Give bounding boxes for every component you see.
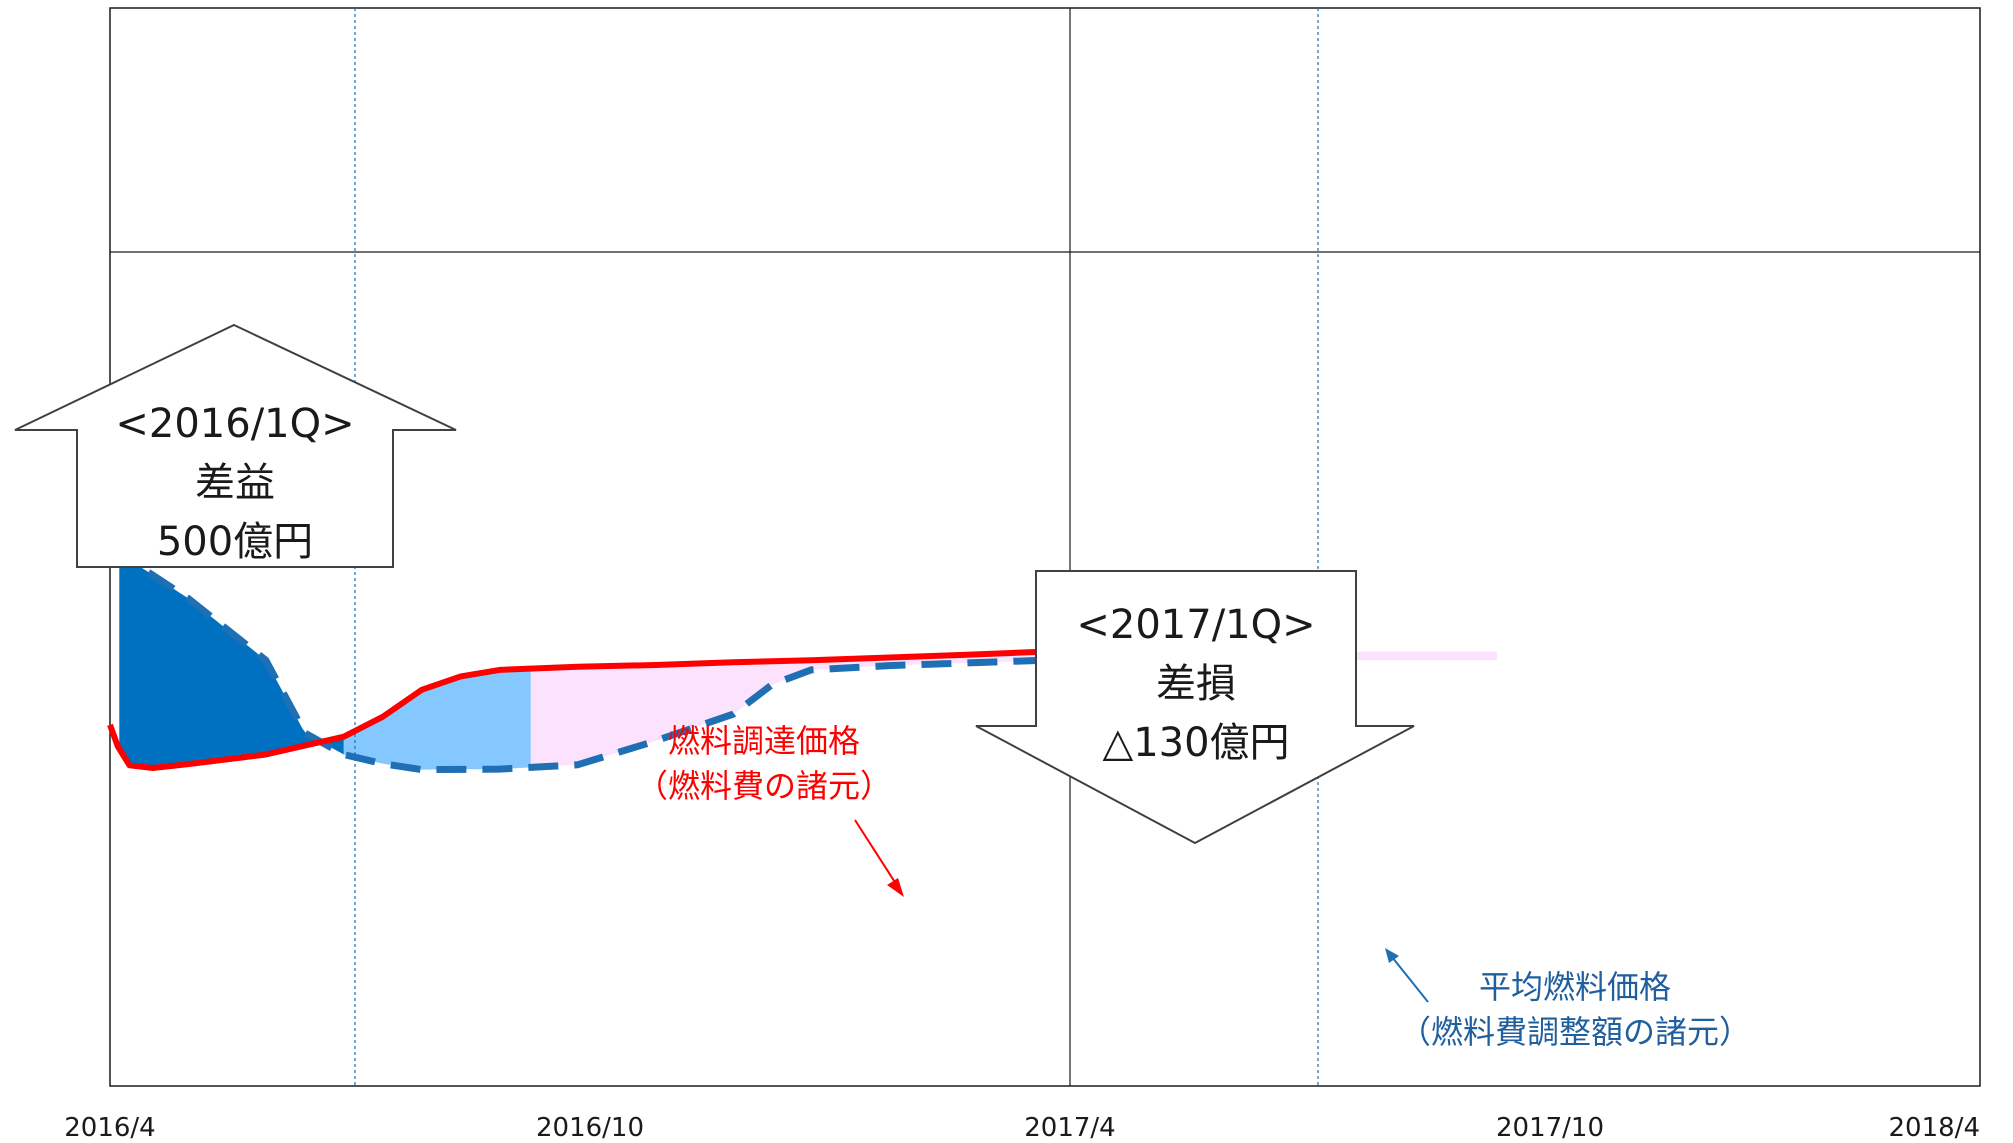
gain-callout-amount: 500億円 — [157, 519, 313, 565]
fuel-procurement-price-line — [107, 648, 1046, 771]
difference-area-light — [530, 651, 1045, 768]
down-arrow-shape — [975, 570, 1415, 845]
x-tick-label: 2017/10 — [1496, 1113, 1604, 1143]
up-arrow-shape — [14, 323, 457, 568]
gain-area-q2 — [343, 668, 531, 770]
procurement-label-line1: 燃料調達価格 — [668, 722, 860, 760]
gain-area-q1 — [119, 553, 344, 768]
loss-callout-amount: △130億円 — [1102, 720, 1289, 766]
average-series-label: 平均燃料価格 （燃料費調整額の諸元） — [1385, 948, 1751, 1051]
procurement-pointer-head — [887, 878, 904, 897]
x-tick-label: 2016/10 — [536, 1113, 644, 1143]
gain-callout: <2016/1Q> 差益 500億円 — [14, 323, 457, 568]
average-fuel-price-line — [108, 544, 1046, 774]
average-label-line2: （燃料費調整額の諸元） — [1399, 1013, 1751, 1051]
average-label-line1: 平均燃料価格 — [1479, 968, 1671, 1006]
x-tick-label: 2018/4 — [1889, 1113, 1980, 1143]
x-axis-tick-labels: 2016/4 2016/10 2017/4 2017/10 2018/4 — [64, 1113, 1980, 1143]
x-tick-label: 2016/4 — [64, 1113, 155, 1143]
average-pointer-head — [1385, 948, 1399, 963]
loss-callout-label: 差損 — [1156, 661, 1236, 707]
procurement-pointer-arrow — [854, 819, 899, 888]
gain-callout-period: <2016/1Q> — [115, 401, 354, 447]
gain-callout-label: 差益 — [195, 460, 275, 506]
procurement-series-label: 燃料調達価格 （燃料費の諸元） — [636, 722, 904, 897]
procurement-label-line2: （燃料費の諸元） — [636, 767, 892, 805]
average-pointer-arrow — [1391, 956, 1429, 1003]
loss-callout: <2017/1Q> 差損 △130億円 — [975, 570, 1415, 845]
loss-callout-period: <2017/1Q> — [1076, 602, 1315, 648]
difference-areas — [119, 553, 1497, 770]
x-tick-label: 2017/4 — [1024, 1113, 1115, 1143]
